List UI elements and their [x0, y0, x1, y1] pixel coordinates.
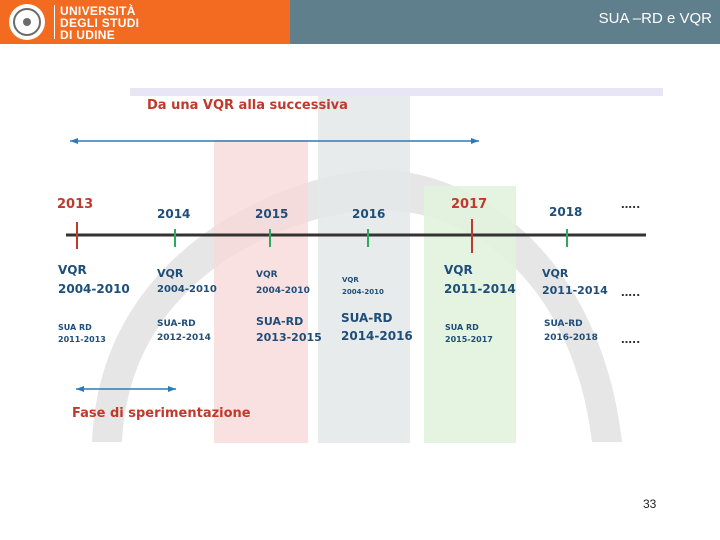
sua-2017-period: 2015-2017 — [445, 335, 493, 344]
sua-2013-period: 2011-2013 — [58, 335, 106, 344]
logo-text: UNIVERSITÀ DEGLI STUDI DI UDINE — [60, 5, 139, 41]
logo-line-2: DEGLI STUDI — [60, 16, 140, 30]
year-2015: 2015 — [255, 207, 289, 221]
year-2016: 2016 — [352, 207, 386, 221]
bg-green-band — [424, 186, 516, 443]
vqr-2015-label: VQR — [256, 270, 278, 280]
vqr-2018-label: VQR — [542, 267, 569, 280]
sua-2014-label: SUA-RD — [157, 319, 196, 329]
vqr-2013-period: 2004-2010 — [58, 282, 130, 296]
university-logo: UNIVERSITÀ DEGLI STUDI DI UDINE — [0, 0, 290, 44]
vqr-2017-label: VQR — [444, 263, 473, 277]
year-2017: 2017 — [451, 197, 488, 212]
sua-2016-period: 2014-2016 — [341, 329, 413, 343]
slide-header: UNIVERSITÀ DEGLI STUDI DI UDINE SUA –RD … — [0, 0, 720, 44]
vqr-2016-period: 2004-2010 — [342, 288, 384, 296]
phase-label: Fase di sperimentazione — [72, 406, 251, 421]
sua-2014-period: 2012-2014 — [157, 333, 211, 343]
vqr-2014-period: 2004-2010 — [157, 284, 217, 295]
vqr-2016-label: VQR — [342, 276, 359, 284]
page-number: 33 — [643, 497, 657, 511]
vqr-2014-label: VQR — [157, 267, 184, 280]
year-2018: 2018 — [549, 205, 583, 219]
year-ellipsis: ….. — [621, 198, 641, 211]
slide-title: SUA –RD e VQR — [598, 10, 712, 27]
bg-top-strip — [130, 88, 663, 96]
logo-divider — [54, 5, 55, 39]
year-2013: 2013 — [57, 197, 94, 212]
span-arrow — [70, 138, 479, 144]
year-2014: 2014 — [157, 207, 191, 221]
sua-2015-period: 2013-2015 — [256, 331, 322, 344]
vqr-2015-period: 2004-2010 — [256, 286, 310, 296]
sua-2017-label: SUA RD — [445, 323, 479, 332]
sua-2013-label: SUA RD — [58, 323, 92, 332]
diagram-title: Da una VQR alla successiva — [147, 98, 348, 113]
sua-2018-period: 2016-2018 — [544, 333, 598, 343]
vqr-2013-label: VQR — [58, 263, 87, 277]
sua-2015-label: SUA-RD — [256, 315, 304, 328]
sua-2016-label: SUA-RD — [341, 311, 393, 325]
bg-gray-band — [318, 96, 410, 443]
bg-red-band — [214, 140, 308, 443]
vqr-2018-period: 2011-2014 — [542, 284, 608, 297]
vqr-2017-period: 2011-2014 — [444, 282, 516, 296]
logo-line-1: UNIVERSITÀ — [60, 4, 136, 18]
sua-2018-label: SUA-RD — [544, 319, 583, 329]
sua-ellipsis: ….. — [621, 333, 641, 346]
university-seal-icon — [9, 4, 45, 40]
logo-line-3: DI UDINE — [60, 28, 116, 42]
vqr-ellipsis: ….. — [621, 286, 641, 299]
phase-arrow — [76, 386, 176, 392]
